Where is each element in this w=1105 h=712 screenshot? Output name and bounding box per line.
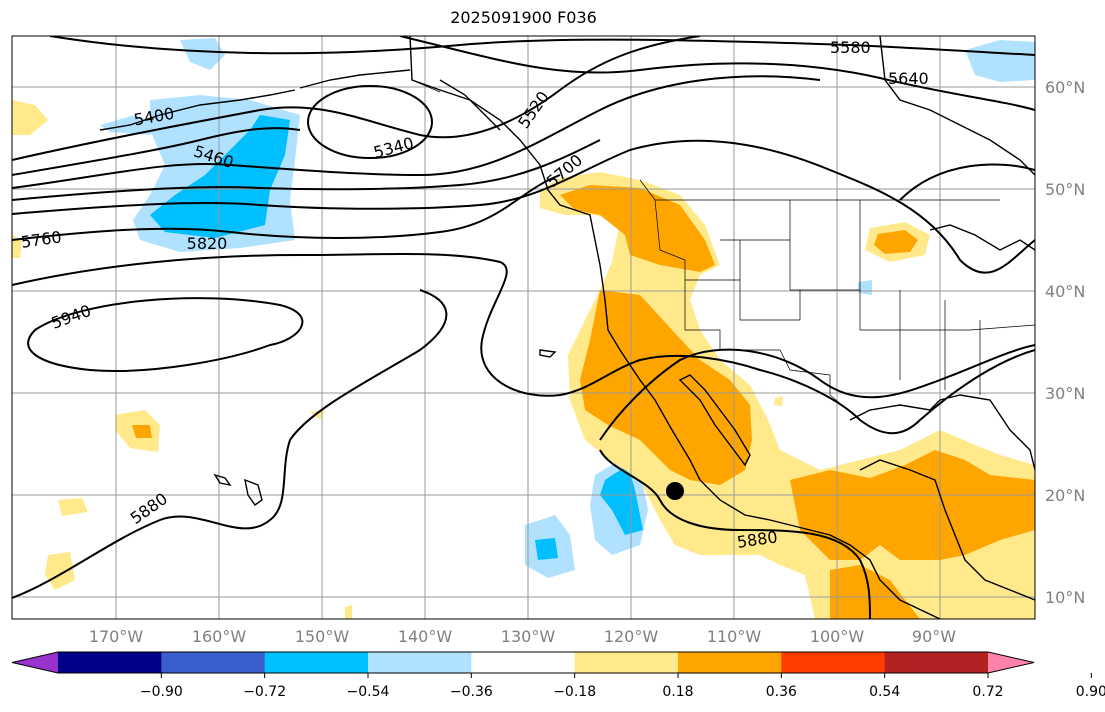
colorbar-segment	[781, 652, 886, 673]
colorbar-extend-high	[988, 652, 1034, 673]
colorbar-segment	[471, 652, 576, 673]
colorbar-segment	[161, 652, 266, 673]
colorbar-segment	[884, 652, 989, 673]
state-borders	[411, 79, 1035, 421]
contour-label-5940: 5940	[49, 301, 94, 333]
lon-label-130w: 130°W	[501, 627, 556, 646]
map-title: 2025091900 F036	[450, 8, 597, 27]
colorbar-tick-label: 0.18	[662, 684, 693, 700]
colorbar-tick-label: −0.54	[347, 684, 390, 700]
height-contours	[12, 36, 1035, 619]
colorbar-tick-label: −0.90	[140, 684, 183, 700]
colorbar-segment	[58, 652, 162, 673]
colorbar-tick-label: −0.18	[553, 684, 596, 700]
contour-label-5760: 5760	[20, 227, 63, 251]
lon-label-110w: 110°W	[707, 627, 762, 646]
lon-label-120w: 120°W	[604, 627, 659, 646]
graticule	[12, 36, 1035, 619]
colorbar: −0.90 −0.72 −0.54 −0.36 −0.18 0.18 0.36 0.54 0.7…	[11, 651, 1105, 700]
lat-label-60n: 60°N	[1045, 78, 1085, 97]
colorbar-tick-label: −0.36	[450, 684, 493, 700]
colorbar-tick-label: 0.36	[766, 684, 797, 700]
latitude-labels: 60°N 50°N 40°N 30°N 20°N 10°N	[1045, 78, 1085, 607]
location-marker	[666, 482, 684, 500]
colorbar-segment	[574, 652, 679, 673]
colorbar-tick-label: 0.72	[972, 684, 1003, 700]
colorbar-extend-low	[12, 652, 58, 673]
longitude-labels: 170°W 160°W 150°W 140°W 130°W 120°W 110°…	[89, 627, 956, 646]
lat-label-40n: 40°N	[1045, 282, 1085, 301]
map-frame	[11, 35, 1036, 620]
lon-label-150w: 150°W	[295, 627, 350, 646]
coastlines	[99, 36, 1035, 619]
lat-label-10n: 10°N	[1045, 588, 1085, 607]
colorbar-outline	[11, 651, 1035, 674]
contour-label-5340: 5340	[371, 133, 415, 162]
colorbar-segment	[368, 652, 472, 673]
contour-label-5580: 5580	[830, 38, 871, 57]
colorbar-segment	[678, 652, 782, 673]
colorbar-tick-label: 0.90	[1076, 684, 1105, 700]
lon-label-100w: 100°W	[810, 627, 865, 646]
contour-label-5820: 5820	[187, 234, 228, 253]
lat-label-20n: 20°N	[1045, 486, 1085, 505]
contour-label-5520: 5520	[514, 88, 553, 132]
lon-label-90w: 90°W	[912, 627, 956, 646]
colorbar-tick-label: 0.54	[869, 684, 900, 700]
lat-label-30n: 30°N	[1045, 384, 1085, 403]
lon-label-140w: 140°W	[398, 627, 453, 646]
lat-label-50n: 50°N	[1045, 180, 1085, 199]
colorbar-tick-label: −0.72	[243, 684, 286, 700]
colorbar-segment	[264, 652, 369, 673]
contour-label-5640: 5640	[888, 69, 929, 88]
lon-label-170w: 170°W	[89, 627, 144, 646]
lon-label-160w: 160°W	[192, 627, 247, 646]
